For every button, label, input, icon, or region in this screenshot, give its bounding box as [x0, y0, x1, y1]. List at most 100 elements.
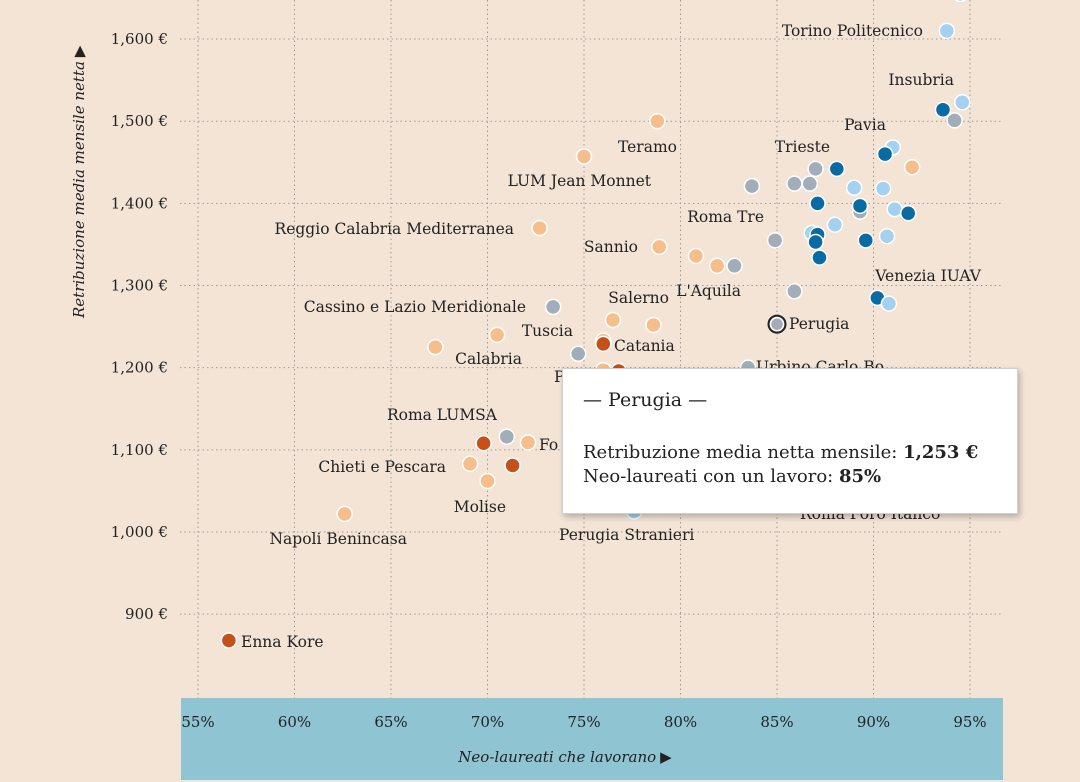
data-point[interactable]	[874, 180, 892, 197]
tooltip-employed-row: Neo-laureati con un lavoro: 85%	[583, 465, 1017, 489]
point-label: Tuscia	[522, 322, 573, 340]
point-label: Reggio Calabria Mediterranea	[275, 220, 514, 238]
data-point[interactable]	[786, 283, 803, 300]
data-point[interactable]	[807, 160, 824, 178]
data-point[interactable]	[801, 175, 819, 192]
y-tick-label: 1,000 €	[111, 523, 168, 541]
point-label: Pavia	[844, 116, 886, 134]
y-tick-label: 900 €	[125, 605, 168, 623]
y-axis-title: Retribuzione media mensile netta▶	[70, 45, 88, 319]
data-point[interactable]	[845, 179, 863, 196]
data-point[interactable]	[595, 335, 612, 353]
point-label: LUM Jean Monnet	[508, 172, 652, 190]
data-point[interactable]	[828, 160, 846, 178]
point-label: L'Aquila	[676, 282, 741, 300]
data-point[interactable]	[878, 227, 896, 245]
data-point[interactable]	[807, 233, 824, 251]
data-point[interactable]	[726, 257, 743, 275]
point-label: Salerno	[608, 289, 669, 307]
data-point[interactable]	[488, 326, 506, 344]
data-point[interactable]	[934, 101, 952, 118]
data-point[interactable]	[851, 197, 869, 215]
data-point[interactable]	[946, 112, 963, 129]
data-point[interactable]	[811, 249, 828, 266]
tooltip-title: — Perugia —	[583, 389, 708, 411]
data-point[interactable]	[504, 457, 521, 474]
point-label: Napoli Benincasa	[269, 530, 407, 548]
point-label: Calabria	[455, 350, 522, 368]
x-tick-label: 90%	[857, 713, 890, 731]
x-axis-title: Neo-laureati che lavorano ▶	[457, 748, 672, 766]
point-label: Brescia	[898, 0, 957, 1]
point-label: Roma LUMSA	[387, 406, 498, 424]
x-tick-label: 60%	[278, 713, 311, 731]
tooltip-employed-label: Neo-laureati con un lavoro:	[583, 466, 834, 487]
point-label: Venezia IUAV	[874, 267, 982, 285]
data-point[interactable]	[687, 247, 705, 265]
highlight-ring	[769, 316, 785, 332]
data-point[interactable]	[569, 345, 587, 362]
data-point[interactable]	[461, 455, 479, 473]
y-tick-label: 1,100 €	[111, 441, 168, 459]
data-point[interactable]	[766, 232, 784, 249]
x-tick-label: 70%	[471, 713, 504, 731]
data-point[interactable]	[743, 177, 761, 195]
tooltip-salary-label: Retribuzione media netta mensile:	[583, 442, 898, 463]
x-axis-band	[181, 698, 1003, 780]
data-point[interactable]	[604, 311, 622, 329]
data-point[interactable]	[649, 112, 666, 130]
data-point[interactable]	[826, 216, 844, 233]
data-point[interactable]	[899, 204, 917, 222]
data-point[interactable]	[954, 94, 971, 111]
data-point[interactable]	[575, 148, 593, 165]
data-point[interactable]	[886, 200, 903, 218]
data-point[interactable]	[938, 22, 956, 40]
data-point[interactable]	[903, 158, 921, 176]
point-label: Torino Politecnico	[782, 22, 923, 40]
data-point[interactable]	[651, 238, 668, 256]
data-point[interactable]	[645, 316, 662, 334]
y-tick-label: 1,500 €	[111, 112, 168, 130]
data-point[interactable]	[544, 298, 562, 316]
point-label: Trieste	[775, 138, 830, 156]
point-label: Insubria	[888, 71, 954, 89]
data-point[interactable]	[479, 472, 496, 490]
data-point[interactable]	[427, 338, 444, 356]
data-point[interactable]	[475, 435, 492, 452]
point-label: Catania	[614, 337, 675, 355]
x-tick-label: 55%	[181, 713, 214, 731]
data-point[interactable]	[786, 175, 803, 192]
tooltip-salary-value: 1,253 €	[903, 442, 979, 463]
data-point[interactable]	[880, 295, 898, 312]
data-point[interactable]	[498, 428, 516, 445]
x-tick-label: 75%	[567, 713, 600, 731]
y-tick-label: 1,600 €	[111, 30, 168, 48]
data-point[interactable]	[220, 632, 238, 649]
x-tick-label: 85%	[760, 713, 793, 731]
data-point[interactable]	[809, 195, 826, 212]
data-point[interactable]	[519, 434, 537, 451]
point-label: Sannio	[584, 238, 638, 256]
tooltip-salary-row: Retribuzione media netta mensile: 1,253 …	[583, 441, 1017, 465]
point-label: Enna Kore	[241, 633, 324, 651]
data-point[interactable]	[857, 232, 875, 249]
point-label: Roma Tre	[687, 208, 764, 226]
point-label: Teramo	[618, 138, 677, 156]
data-point[interactable]	[876, 145, 894, 163]
data-point[interactable]	[531, 219, 548, 237]
tooltip-employed-value: 85%	[838, 466, 882, 487]
data-point[interactable]	[336, 505, 353, 523]
point-label: Fo	[539, 436, 558, 454]
point-label: Molise	[454, 498, 506, 516]
point-label: Perugia Stranieri	[559, 526, 694, 544]
tooltip: — Perugia — Retribuzione media netta men…	[562, 368, 1018, 514]
point-label: Cassino e Lazio Meridionale	[304, 298, 526, 316]
y-tick-label: 1,400 €	[111, 194, 168, 212]
y-tick-label: 1,200 €	[111, 359, 168, 377]
y-tick-label: 1,300 €	[111, 277, 168, 295]
data-point[interactable]	[953, 0, 968, 3]
point-label: Perugia	[789, 315, 849, 333]
data-point[interactable]	[708, 257, 726, 275]
point-label: Chieti e Pescara	[318, 458, 446, 476]
